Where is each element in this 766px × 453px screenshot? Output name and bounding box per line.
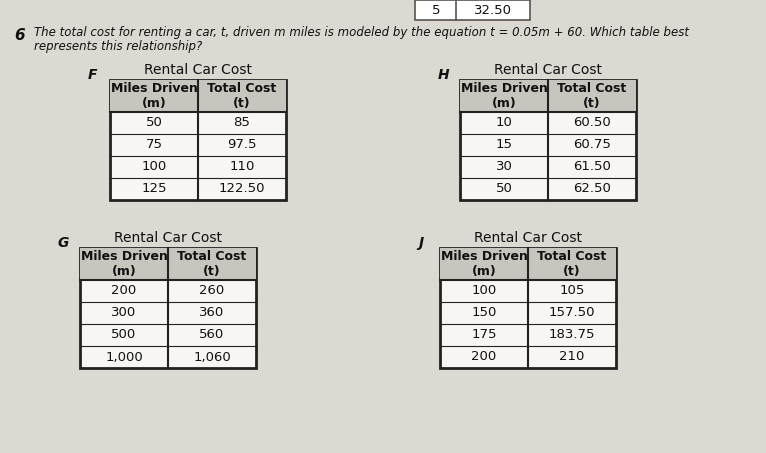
Text: 110: 110: [229, 160, 254, 173]
Text: 10: 10: [496, 116, 512, 130]
Text: 183.75: 183.75: [548, 328, 595, 342]
Text: Rental Car Cost: Rental Car Cost: [114, 231, 222, 245]
Text: 1,060: 1,060: [193, 351, 231, 363]
Text: 62.50: 62.50: [573, 183, 611, 196]
Text: Total Cost
(t): Total Cost (t): [208, 82, 277, 110]
Text: represents this relationship?: represents this relationship?: [34, 40, 202, 53]
Text: Rental Car Cost: Rental Car Cost: [144, 63, 252, 77]
Text: 210: 210: [559, 351, 584, 363]
Bar: [440, 248, 616, 280]
Text: 150: 150: [471, 307, 496, 319]
Text: 6: 6: [14, 28, 25, 43]
Text: 122.50: 122.50: [219, 183, 265, 196]
Text: 85: 85: [234, 116, 250, 130]
Text: Total Cost
(t): Total Cost (t): [538, 250, 607, 278]
Text: 97.5: 97.5: [228, 139, 257, 151]
Text: Total Cost
(t): Total Cost (t): [178, 250, 247, 278]
Text: 105: 105: [559, 284, 584, 298]
Text: 300: 300: [111, 307, 136, 319]
Text: 200: 200: [111, 284, 136, 298]
Text: 100: 100: [142, 160, 167, 173]
Bar: [460, 80, 636, 112]
Text: 50: 50: [496, 183, 512, 196]
Bar: [110, 80, 286, 112]
Text: Rental Car Cost: Rental Car Cost: [494, 63, 602, 77]
Bar: [440, 248, 616, 368]
Text: 125: 125: [141, 183, 167, 196]
Text: H: H: [438, 68, 450, 82]
Text: 200: 200: [471, 351, 496, 363]
Bar: [80, 248, 256, 280]
Text: F: F: [88, 68, 97, 82]
Text: 500: 500: [111, 328, 136, 342]
Text: 100: 100: [471, 284, 496, 298]
Bar: [110, 80, 286, 200]
Text: 60.50: 60.50: [573, 116, 611, 130]
Text: 560: 560: [199, 328, 224, 342]
Text: 5: 5: [431, 4, 440, 16]
Text: Miles Driven
(m): Miles Driven (m): [460, 82, 548, 110]
Text: Rental Car Cost: Rental Car Cost: [474, 231, 582, 245]
Text: 260: 260: [199, 284, 224, 298]
Text: 32.50: 32.50: [474, 4, 512, 16]
Text: 75: 75: [146, 139, 162, 151]
Text: 1,000: 1,000: [105, 351, 143, 363]
Text: 61.50: 61.50: [573, 160, 611, 173]
Text: 50: 50: [146, 116, 162, 130]
Text: Miles Driven
(m): Miles Driven (m): [80, 250, 168, 278]
Text: 60.75: 60.75: [573, 139, 611, 151]
Text: G: G: [58, 236, 70, 250]
Bar: [460, 80, 636, 200]
Text: 360: 360: [199, 307, 224, 319]
Text: 157.50: 157.50: [548, 307, 595, 319]
Text: Miles Driven
(m): Miles Driven (m): [440, 250, 528, 278]
Text: Miles Driven
(m): Miles Driven (m): [110, 82, 198, 110]
Text: 30: 30: [496, 160, 512, 173]
Text: 15: 15: [496, 139, 512, 151]
Text: J: J: [418, 236, 423, 250]
Text: 175: 175: [471, 328, 496, 342]
Bar: [80, 248, 256, 368]
Text: The total cost for renting a car, t, driven m miles is modeled by the equation t: The total cost for renting a car, t, dri…: [34, 26, 689, 39]
Text: Total Cost
(t): Total Cost (t): [558, 82, 627, 110]
Bar: [415, 0, 530, 20]
